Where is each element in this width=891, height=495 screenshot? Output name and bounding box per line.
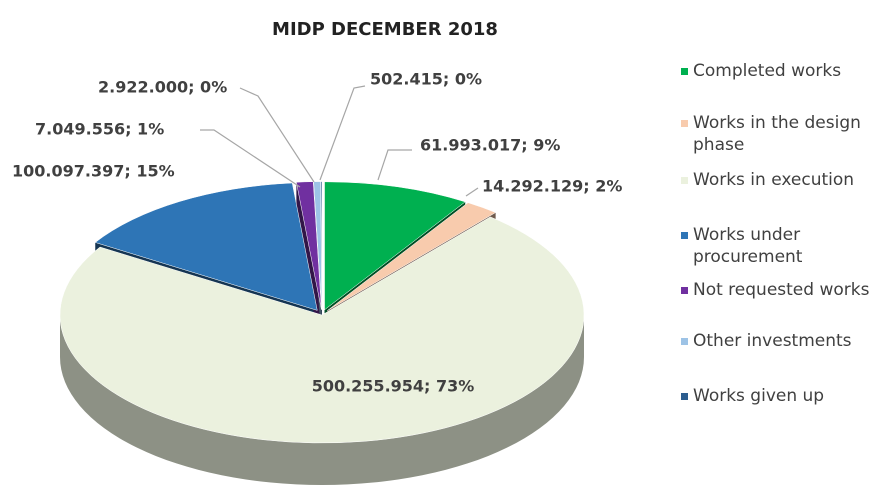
slice-side xyxy=(60,315,584,485)
legend-swatch xyxy=(681,120,688,127)
data-label: 2.922.000; 0% xyxy=(98,78,227,97)
slice xyxy=(59,216,585,444)
legend-swatch xyxy=(681,68,688,75)
data-label: 500.255.954; 73% xyxy=(312,377,475,396)
leader-line xyxy=(200,129,301,188)
legend-label: Works given up xyxy=(693,386,825,406)
slice-layer xyxy=(60,315,584,485)
legend-label: Works in the design phase xyxy=(693,113,861,155)
legend-label: Works under procurement xyxy=(693,225,803,267)
legend-swatch xyxy=(681,287,688,294)
slice xyxy=(327,202,497,311)
leader-line xyxy=(239,87,315,183)
chart-title: MIDP DECEMBER 2018 xyxy=(272,19,498,40)
legend-label: Other investments xyxy=(693,331,852,351)
data-label: 100.097.397; 15% xyxy=(12,162,175,181)
leader-line xyxy=(319,85,366,181)
legend-swatch xyxy=(681,232,688,239)
data-label: 61.993.017; 9% xyxy=(420,136,560,155)
data-label: 502.415; 0% xyxy=(370,70,482,89)
legend-label: Not requested works xyxy=(693,280,870,300)
slice xyxy=(320,181,323,310)
data-label: 14.292.129; 2% xyxy=(482,177,622,196)
leader-line xyxy=(377,149,412,181)
data-label: 7.049.556; 1% xyxy=(35,120,164,139)
leader-line xyxy=(465,187,479,197)
legend-swatch xyxy=(681,177,688,184)
legend-label: Completed works xyxy=(693,61,842,81)
legend-swatch xyxy=(681,338,688,345)
legend-swatch xyxy=(681,393,688,400)
slice xyxy=(324,181,466,311)
slice xyxy=(94,182,318,311)
slice-layer xyxy=(59,181,585,444)
legend-label: Works in execution xyxy=(693,170,855,190)
